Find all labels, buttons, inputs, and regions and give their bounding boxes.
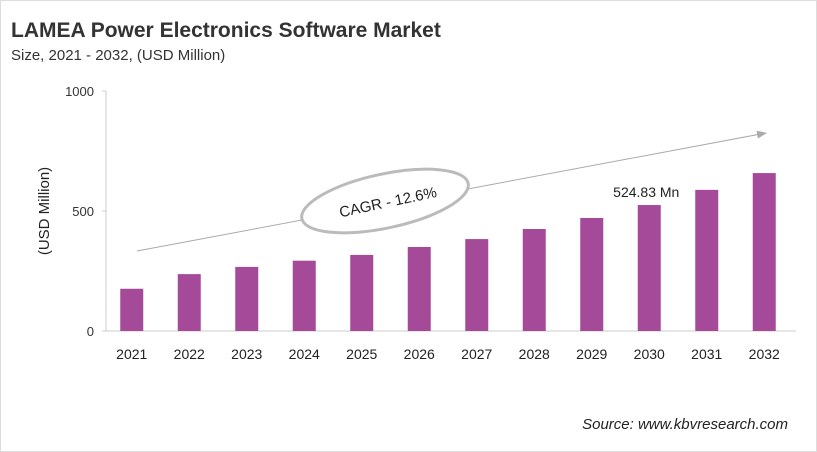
y-axis-label: (USD Million) <box>36 167 53 255</box>
bar-2024 <box>292 260 316 331</box>
bar-2022 <box>177 274 201 331</box>
x-tick-label: 2029 <box>576 346 607 362</box>
bar-2026 <box>407 247 431 331</box>
bar-2030 <box>637 205 661 331</box>
x-tick-label: 2026 <box>404 346 435 362</box>
x-tick-label: 2031 <box>691 346 722 362</box>
bar-2025 <box>350 254 374 331</box>
cagr-ellipse <box>300 167 470 235</box>
y-tick-label: 0 <box>87 324 94 339</box>
chart-subtitle: Size, 2021 - 2032, (USD Million) <box>11 47 226 64</box>
bar-2032 <box>752 173 776 331</box>
x-tick-label: 2021 <box>116 346 147 362</box>
y-tick-label: 1000 <box>65 84 94 99</box>
x-tick-label: 2027 <box>461 346 492 362</box>
x-tick-label: 2028 <box>519 346 550 362</box>
bar-2028 <box>522 229 546 331</box>
bar-2031 <box>695 189 719 331</box>
value-label: 524.83 Mn <box>613 184 679 200</box>
x-tick-label: 2032 <box>749 346 780 362</box>
x-tick-label: 2024 <box>289 346 320 362</box>
bar-2021 <box>120 288 144 331</box>
x-tick-label: 2022 <box>174 346 205 362</box>
bar-2029 <box>580 217 604 331</box>
bar-2027 <box>465 239 489 331</box>
y-tick-label: 500 <box>72 204 94 219</box>
x-tick-label: 2025 <box>346 346 377 362</box>
chart-title: LAMEA Power Electronics Software Market <box>11 19 441 42</box>
source-text: Source: www.kbvresearch.com <box>582 416 788 433</box>
x-tick-label: 2023 <box>231 346 262 362</box>
x-tick-label: 2030 <box>634 346 665 362</box>
bar-2023 <box>235 266 259 331</box>
